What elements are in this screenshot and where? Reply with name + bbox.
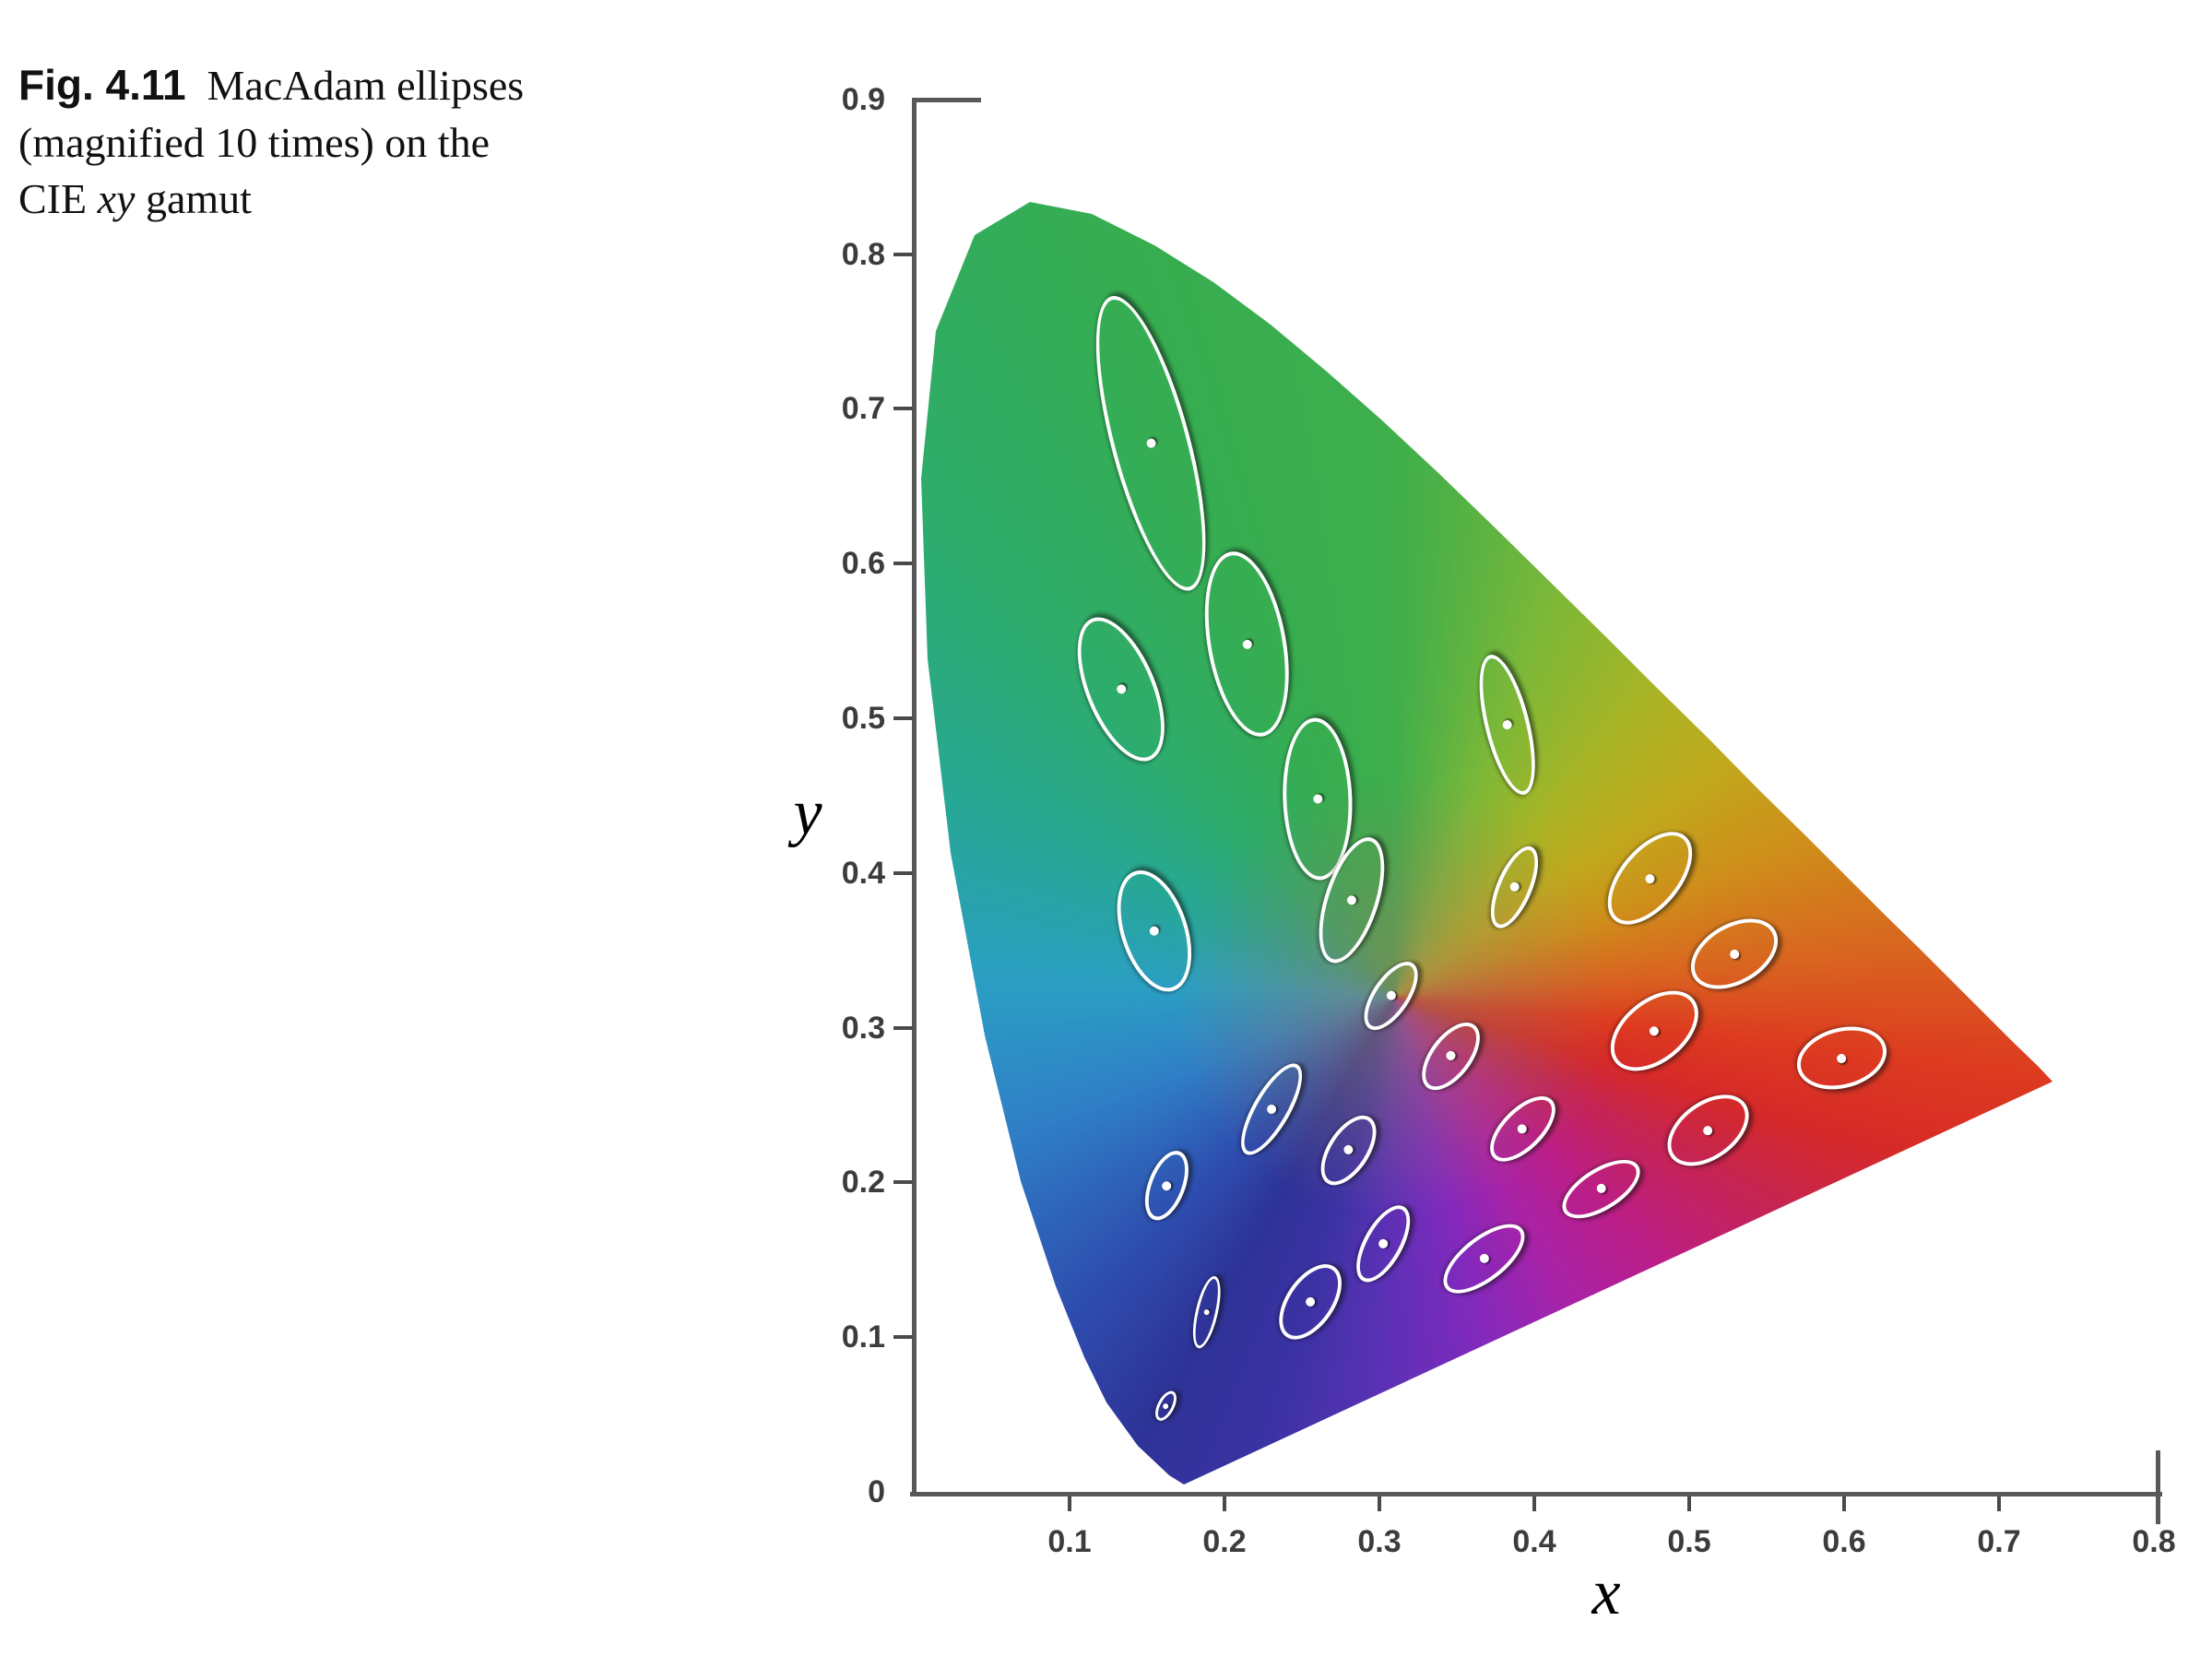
y-tick bbox=[893, 1025, 913, 1030]
ellipse-center-dot bbox=[1148, 925, 1160, 937]
x-tick-label: 0.8 bbox=[2132, 1524, 2176, 1559]
ellipse-center-dot bbox=[1594, 1182, 1608, 1196]
ellipse-center-dot bbox=[1343, 1143, 1355, 1157]
x-tick-label: 0.2 bbox=[1202, 1524, 1247, 1559]
y-tick bbox=[893, 252, 913, 256]
gamut-center-desaturation bbox=[921, 202, 2052, 1485]
ellipse-center-dot bbox=[1728, 947, 1742, 961]
y-tick-label: 0.5 bbox=[841, 701, 885, 736]
y-tick-label: 0.8 bbox=[841, 236, 885, 272]
y-tick-label: 0.9 bbox=[841, 81, 885, 117]
y-tick-label: 0.1 bbox=[841, 1319, 885, 1355]
x-tick bbox=[1378, 1496, 1381, 1511]
figure-caption: Fig. 4.11 MacAdam ellipses (magnified 10… bbox=[18, 57, 572, 228]
ellipse-center-dot bbox=[1701, 1124, 1715, 1137]
x-tick-label: 0.6 bbox=[1822, 1524, 1866, 1559]
ellipse-center-dot bbox=[1477, 1252, 1491, 1266]
y-tick bbox=[893, 716, 913, 720]
ellipse-center-dot bbox=[1642, 871, 1656, 885]
ellipse-center-dot bbox=[1115, 683, 1128, 696]
x-tick-label: 0.7 bbox=[1977, 1524, 2021, 1559]
x-tick-label: 0.4 bbox=[1512, 1524, 1556, 1559]
ellipse-center-dot bbox=[1161, 1402, 1169, 1411]
ellipse-center-dot bbox=[1384, 989, 1398, 1002]
ellipse-center-dot bbox=[1836, 1051, 1848, 1064]
y-tick-label: 0.7 bbox=[841, 391, 885, 427]
y-tick-label: 0.6 bbox=[841, 546, 885, 582]
x-tick bbox=[1842, 1496, 1846, 1511]
x-axis-title: x bbox=[1591, 1557, 1621, 1628]
ellipse-center-dot bbox=[1265, 1102, 1278, 1116]
ellipse-center-dot bbox=[1377, 1236, 1390, 1250]
ellipse-center-dot bbox=[1203, 1308, 1211, 1316]
y-axis-line bbox=[912, 98, 917, 1496]
y-tick bbox=[893, 407, 913, 411]
x-axis-right-cap-tick bbox=[2156, 1450, 2160, 1524]
ellipse-center-dot bbox=[1501, 719, 1513, 731]
x-axis-line bbox=[910, 1492, 2162, 1496]
y-tick bbox=[893, 870, 913, 875]
ellipse-center-dot bbox=[1516, 1122, 1530, 1136]
cie-gamut-horseshoe bbox=[921, 202, 2052, 1485]
y-tick-label: 0.3 bbox=[841, 1010, 885, 1046]
y-tick bbox=[893, 1335, 913, 1340]
y-tick bbox=[893, 562, 913, 566]
caption-line-3: CIE xy gamut bbox=[18, 175, 252, 223]
y-axis-top-cap-tick bbox=[917, 98, 981, 102]
caption-line-1: Fig. 4.11 MacAdam ellipses bbox=[18, 57, 572, 114]
ellipse-center-dot bbox=[1304, 1295, 1317, 1309]
y-tick-label: 0.4 bbox=[841, 855, 885, 891]
y-tick bbox=[893, 1180, 913, 1185]
y-axis-title: y bbox=[793, 777, 822, 848]
caption-line-2: (magnified 10 times) on the bbox=[18, 118, 490, 166]
x-tick bbox=[1687, 1496, 1691, 1511]
caption-xy-italic: xy bbox=[97, 175, 136, 223]
ellipse-center-dot bbox=[1346, 893, 1358, 906]
x-tick bbox=[1532, 1496, 1536, 1511]
ellipse-center-dot bbox=[1313, 794, 1323, 805]
ellipse-center-dot bbox=[1160, 1179, 1173, 1192]
x-tick bbox=[1068, 1496, 1071, 1511]
ellipse-center-dot bbox=[1508, 881, 1521, 894]
x-tick-label: 0.3 bbox=[1357, 1524, 1402, 1559]
y-tick-label: 0 bbox=[868, 1474, 885, 1509]
ellipse-center-dot bbox=[1241, 639, 1252, 650]
ellipse-center-dot bbox=[1144, 437, 1157, 450]
ellipse-center-dot bbox=[1647, 1024, 1662, 1038]
x-tick-label: 0.5 bbox=[1667, 1524, 1711, 1559]
ellipse-center-dot bbox=[1444, 1049, 1458, 1063]
x-tick bbox=[1223, 1496, 1226, 1511]
y-tick-label: 0.2 bbox=[841, 1165, 885, 1201]
x-tick bbox=[1997, 1496, 2001, 1511]
caption-line-1-text: MacAdam ellipses bbox=[207, 62, 525, 109]
caption-figure-label: Fig. 4.11 bbox=[18, 61, 186, 109]
x-tick-label: 0.1 bbox=[1047, 1524, 1092, 1559]
